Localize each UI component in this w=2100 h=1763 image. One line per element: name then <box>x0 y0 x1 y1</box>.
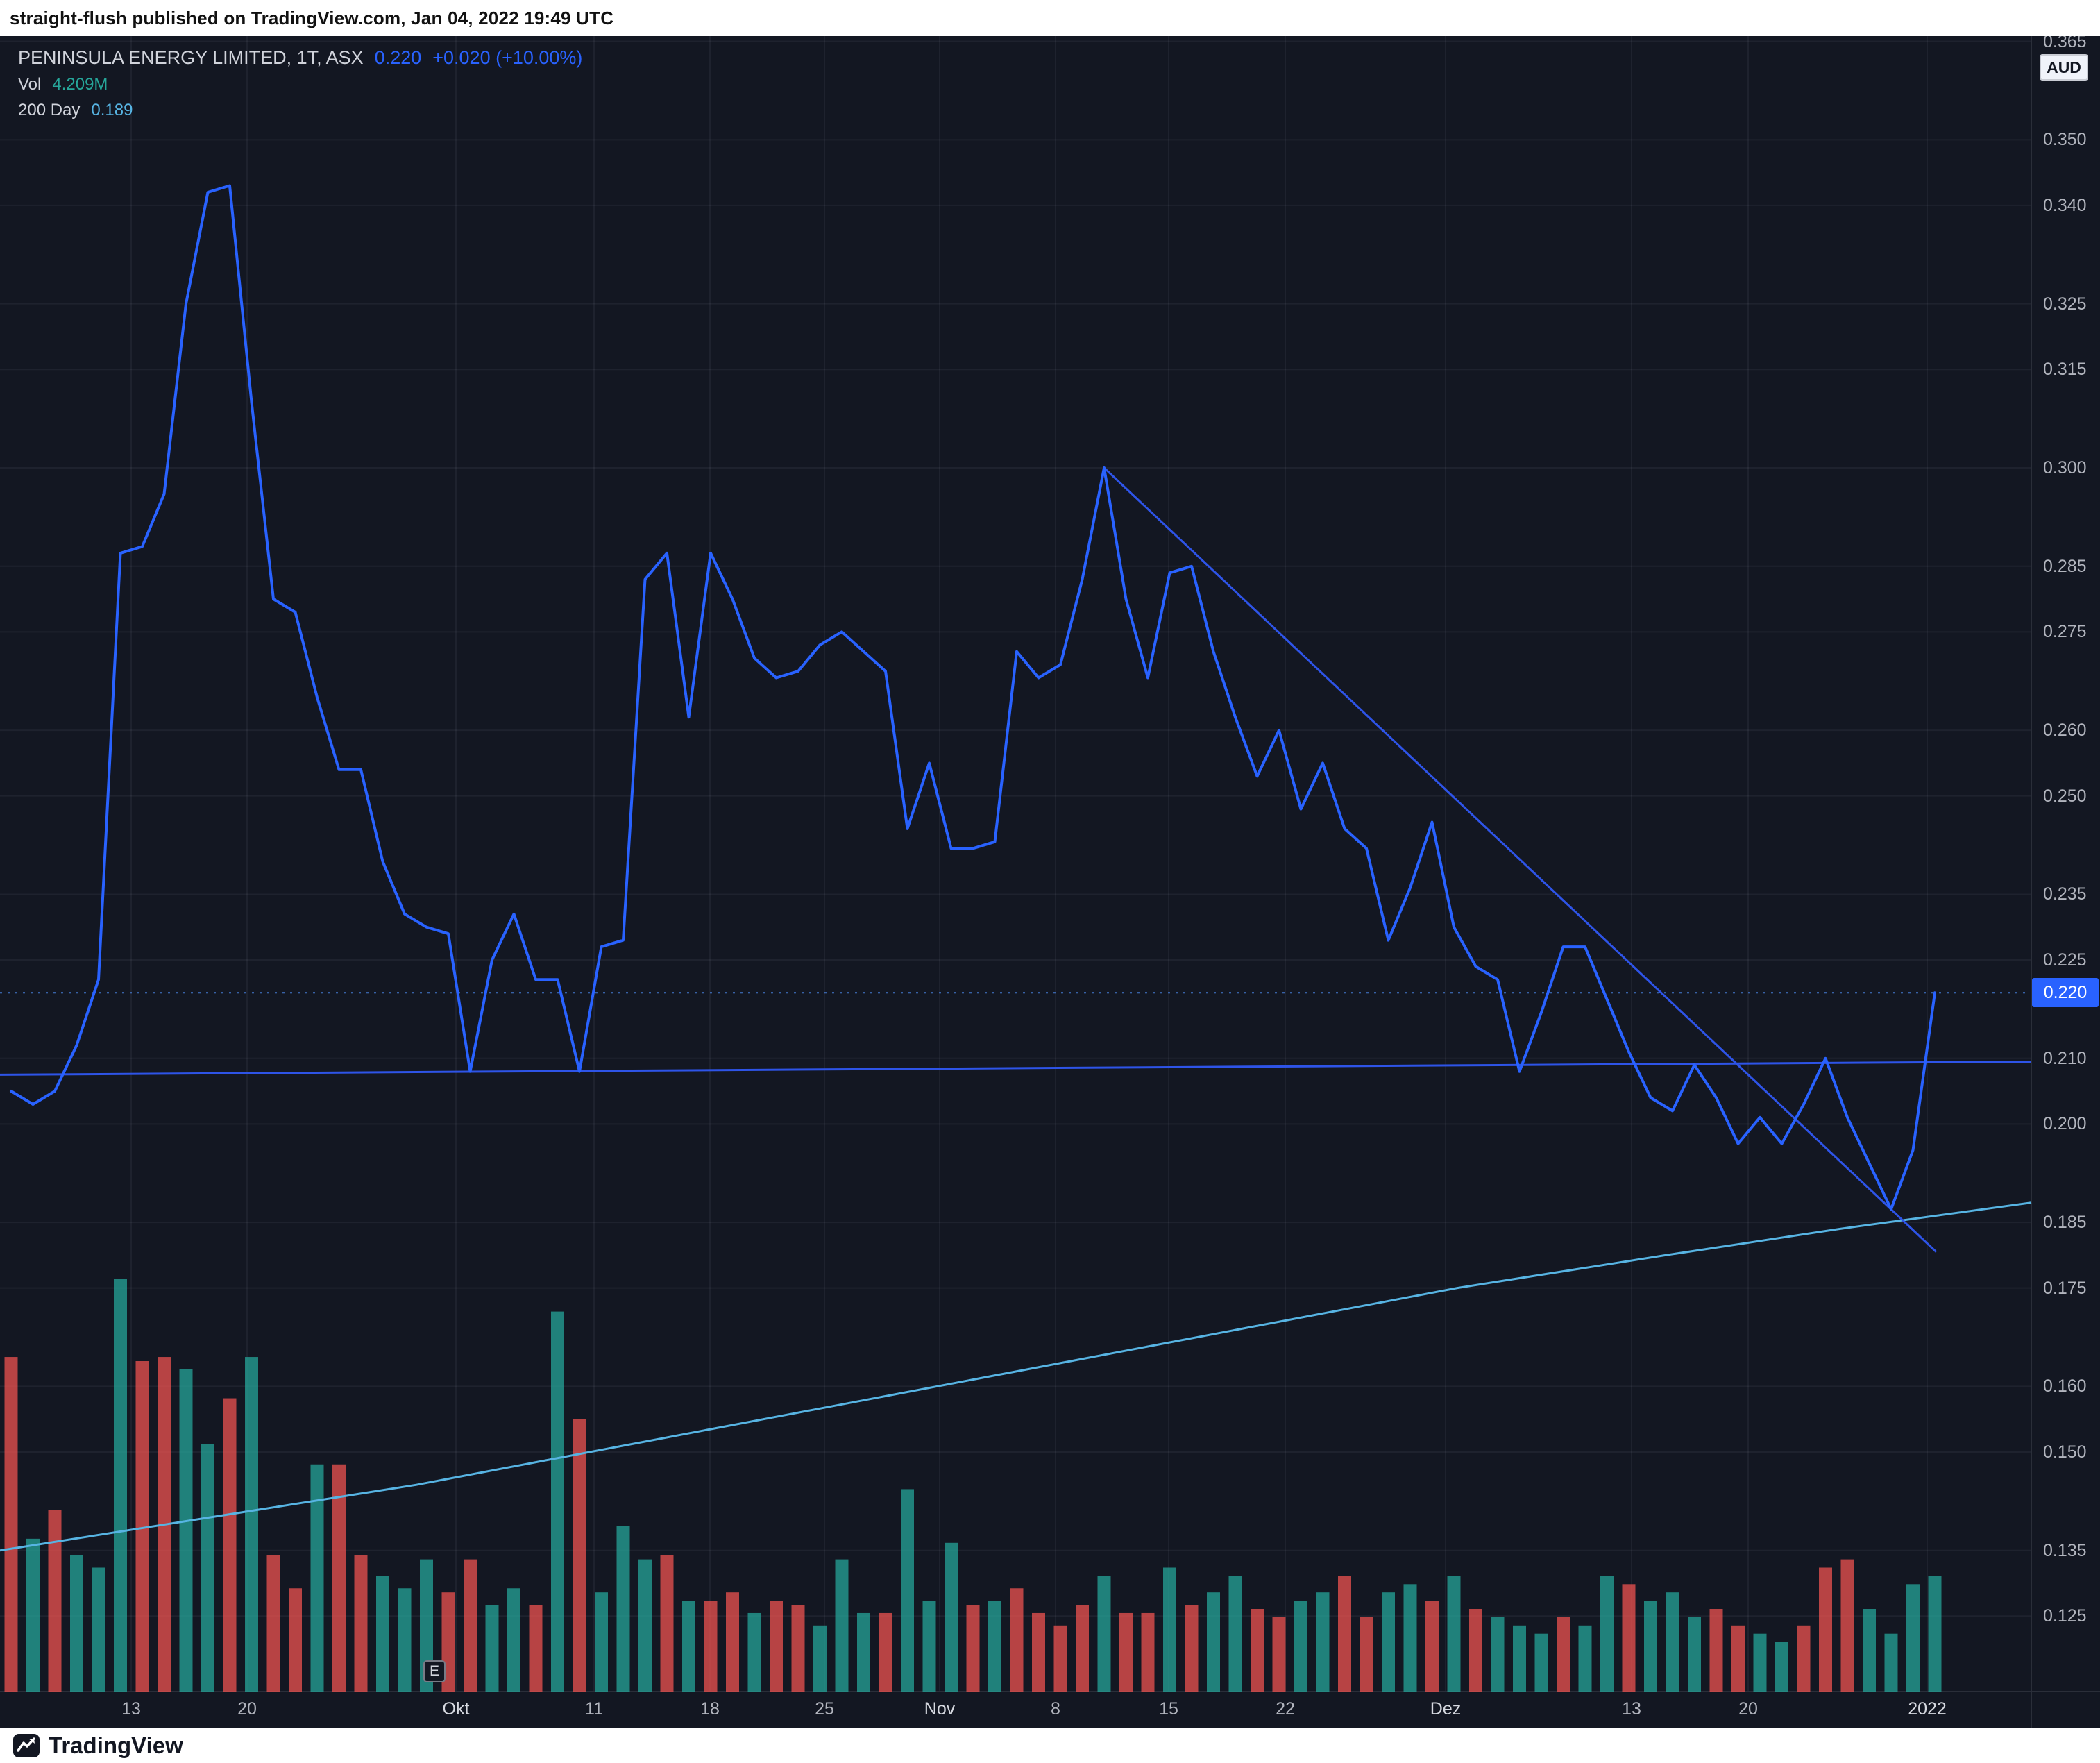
attribution-bar: straight-flush published on TradingView.… <box>0 0 2100 36</box>
price-tick-label: 0.300 <box>2043 458 2087 478</box>
time-tick-label: 25 <box>815 1699 834 1719</box>
price-change-value: +0.020 (+10.00%) <box>432 47 583 68</box>
price-tick-label: 0.315 <box>2043 360 2087 380</box>
price-tick-label: 0.200 <box>2043 1114 2087 1134</box>
price-tick-label: 0.185 <box>2043 1213 2087 1233</box>
price-tick-label: 0.325 <box>2043 294 2087 314</box>
time-tick-label: 13 <box>1622 1699 1641 1719</box>
price-tick-label: 0.285 <box>2043 556 2087 576</box>
last-price-value: 0.220 <box>374 47 422 68</box>
price-tick-label: 0.275 <box>2043 622 2087 642</box>
price-tick-label: 0.235 <box>2043 884 2087 904</box>
footer-bar: TradingView <box>0 1728 2100 1763</box>
time-tick-label: Dez <box>1430 1699 1462 1719</box>
price-tick-label: 0.150 <box>2043 1442 2087 1462</box>
time-tick-label: 20 <box>1738 1699 1758 1719</box>
time-tick-label: 15 <box>1159 1699 1178 1719</box>
tradingview-logo-icon[interactable] <box>12 1733 40 1758</box>
last-price-badge: 0.220 <box>2032 978 2099 1008</box>
time-tick-label: Okt <box>442 1699 470 1719</box>
price-tick-label: 0.350 <box>2043 130 2087 150</box>
price-tick-label: 0.135 <box>2043 1540 2087 1560</box>
price-chart-canvas[interactable] <box>0 36 2100 1728</box>
chart-plot-area[interactable]: PENINSULA ENERGY LIMITED, 1T, ASX 0.220 … <box>0 36 2100 1728</box>
legend-symbol-row[interactable]: PENINSULA ENERGY LIMITED, 1T, ASX 0.220 … <box>18 47 582 69</box>
price-axis[interactable]: AUD 0.220 0.365 0.350 0.340 0.325 0.315 0.300… <box>2031 36 2100 1728</box>
price-tick-label: 0.210 <box>2043 1048 2087 1068</box>
chart-legend: PENINSULA ENERGY LIMITED, 1T, ASX 0.220 … <box>18 47 582 126</box>
time-tick-label: 18 <box>700 1699 720 1719</box>
price-tick-label: 0.175 <box>2043 1278 2087 1298</box>
earnings-marker[interactable]: E <box>423 1660 446 1682</box>
price-tick-label: 0.225 <box>2043 950 2087 970</box>
symbol-title: PENINSULA ENERGY LIMITED, 1T, ASX <box>18 47 364 68</box>
ma200-value: 0.189 <box>91 101 133 119</box>
volume-value: 4.209M <box>52 75 108 94</box>
time-tick-label: 11 <box>585 1699 603 1719</box>
time-tick-label: 13 <box>121 1699 141 1719</box>
price-tick-label: 0.340 <box>2043 195 2087 215</box>
tradingview-wordmark[interactable]: TradingView <box>49 1732 183 1758</box>
volume-label: Vol <box>18 75 42 94</box>
currency-badge[interactable]: AUD <box>2040 54 2088 81</box>
price-tick-label: 0.125 <box>2043 1606 2087 1626</box>
time-tick-label: Nov <box>924 1699 956 1719</box>
price-tick-label: 0.365 <box>2043 36 2087 51</box>
attribution-text: straight-flush published on TradingView.… <box>10 7 614 28</box>
time-tick-label: 22 <box>1276 1699 1295 1719</box>
legend-volume-row[interactable]: Vol 4.209M <box>18 75 582 94</box>
time-tick-label: 8 <box>1051 1699 1060 1719</box>
time-axis[interactable]: 13 20 Okt 11 18 25 Nov 8 15 22 Dez 13 20 2022 <box>0 1694 2100 1728</box>
price-tick-label: 0.250 <box>2043 786 2087 806</box>
time-tick-label: 2022 <box>1908 1699 1947 1719</box>
time-tick-label: 20 <box>237 1699 257 1719</box>
price-tick-label: 0.160 <box>2043 1376 2087 1397</box>
ma200-label: 200 Day <box>18 101 81 119</box>
legend-ma-row[interactable]: 200 Day 0.189 <box>18 101 582 120</box>
price-tick-label: 0.260 <box>2043 720 2087 741</box>
